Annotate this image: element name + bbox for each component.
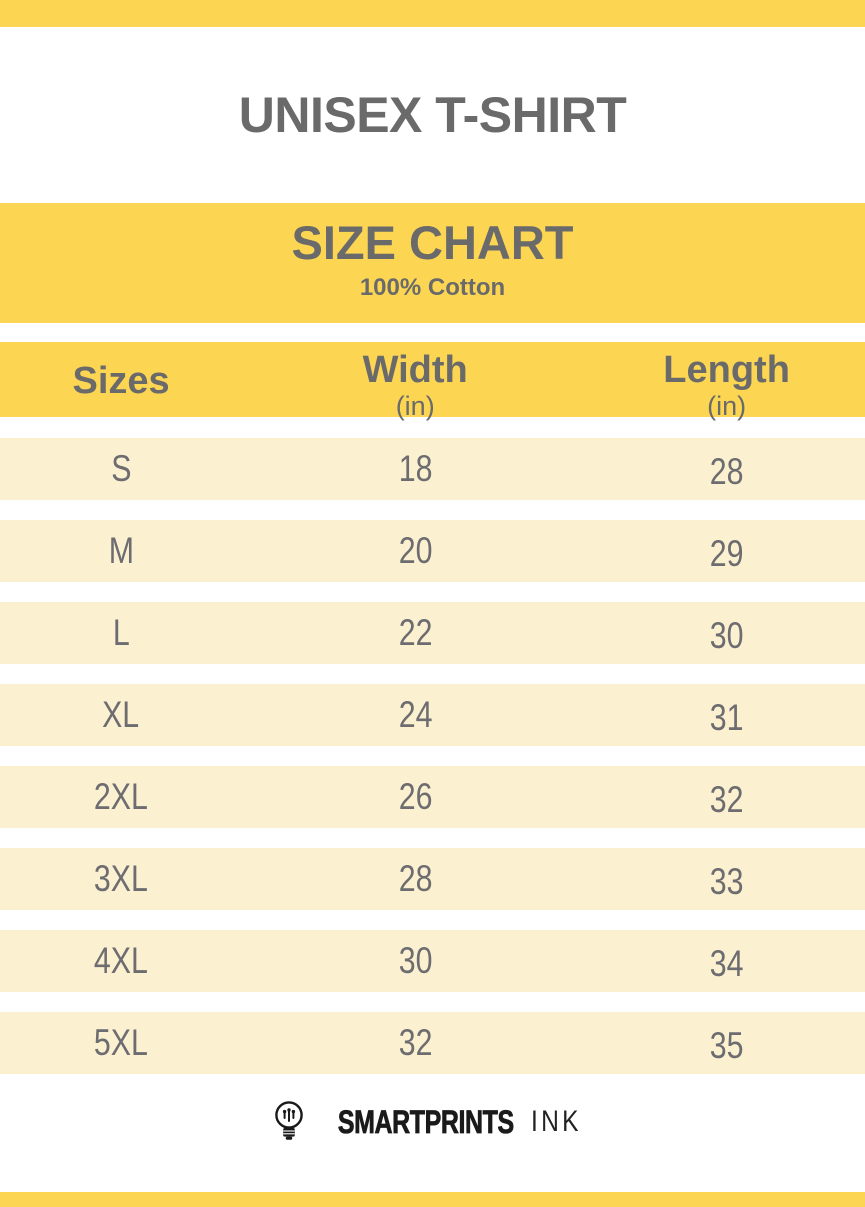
brand-name-bold: SMARTPRINTS <box>337 1103 514 1140</box>
table-row: 3XL 28 33 <box>0 848 865 910</box>
row-length-value: 31 <box>709 697 744 738</box>
row-width-value: 22 <box>398 612 433 653</box>
table-header-row: Sizes Width (in) Length (in) <box>0 342 865 421</box>
row-size-label: L <box>112 612 130 653</box>
row-width-value: 26 <box>398 776 433 817</box>
size-chart-banner: SIZE CHART 100% Cotton <box>0 203 865 323</box>
table-row: 2XL 26 32 <box>0 766 865 828</box>
header-cell-length: Length (in) <box>588 342 865 421</box>
row-width-value: 32 <box>398 1022 433 1063</box>
banner-subtitle: 100% Cotton <box>359 274 506 302</box>
row-size-label: 2XL <box>94 776 149 817</box>
brand-name-light: INK <box>531 1105 583 1138</box>
product-title: UNISEX T-SHIRT <box>238 87 627 143</box>
column-label-length: Length <box>663 349 790 391</box>
header-cell-sizes: Sizes <box>0 342 242 417</box>
column-unit-length: (in) <box>707 391 747 421</box>
footer-logo: SMARTPRINTS INK <box>0 1099 865 1145</box>
row-width-value: 30 <box>398 940 433 981</box>
table-row: L 22 30 <box>0 602 865 664</box>
row-length-value: 35 <box>709 1025 744 1066</box>
table-row: XL 24 31 <box>0 684 865 746</box>
row-length-value: 34 <box>709 943 744 984</box>
lightbulb-icon <box>272 1100 306 1144</box>
table-row: 4XL 30 34 <box>0 930 865 992</box>
row-size-label: XL <box>102 694 140 735</box>
column-label-sizes: Sizes <box>72 360 170 402</box>
top-accent-bar <box>0 0 865 27</box>
row-length-value: 28 <box>709 451 744 492</box>
table-row: M 20 29 <box>0 520 865 582</box>
table-row: S 18 28 <box>0 438 865 500</box>
row-size-label: 3XL <box>94 858 149 899</box>
header-cell-width: Width (in) <box>242 342 588 421</box>
row-width-value: 28 <box>398 858 433 899</box>
row-length-value: 30 <box>709 615 744 656</box>
row-width-value: 24 <box>398 694 433 735</box>
column-label-width: Width <box>362 349 468 391</box>
row-size-label: M <box>108 530 134 571</box>
table-row: 5XL 32 35 <box>0 1012 865 1074</box>
row-width-value: 20 <box>398 530 433 571</box>
row-length-value: 33 <box>709 861 744 902</box>
row-size-label: 5XL <box>94 1022 149 1063</box>
row-size-label: 4XL <box>94 940 149 981</box>
bottom-accent-bar <box>0 1192 865 1207</box>
row-size-label: S <box>110 448 132 489</box>
banner-title: SIZE CHART <box>291 216 574 269</box>
column-unit-width: (in) <box>395 391 435 421</box>
row-width-value: 18 <box>398 448 433 489</box>
row-length-value: 29 <box>709 533 744 574</box>
row-length-value: 32 <box>709 779 744 820</box>
